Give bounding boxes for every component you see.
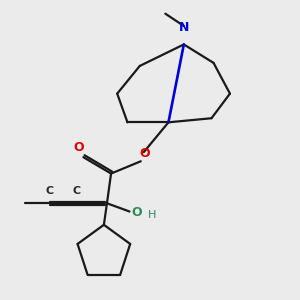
Text: O: O [73, 141, 84, 154]
Text: C: C [46, 186, 54, 196]
Text: O: O [132, 206, 142, 219]
Text: O: O [140, 147, 150, 160]
Text: C: C [72, 186, 80, 196]
Text: H: H [148, 210, 156, 220]
Text: N: N [178, 21, 189, 34]
